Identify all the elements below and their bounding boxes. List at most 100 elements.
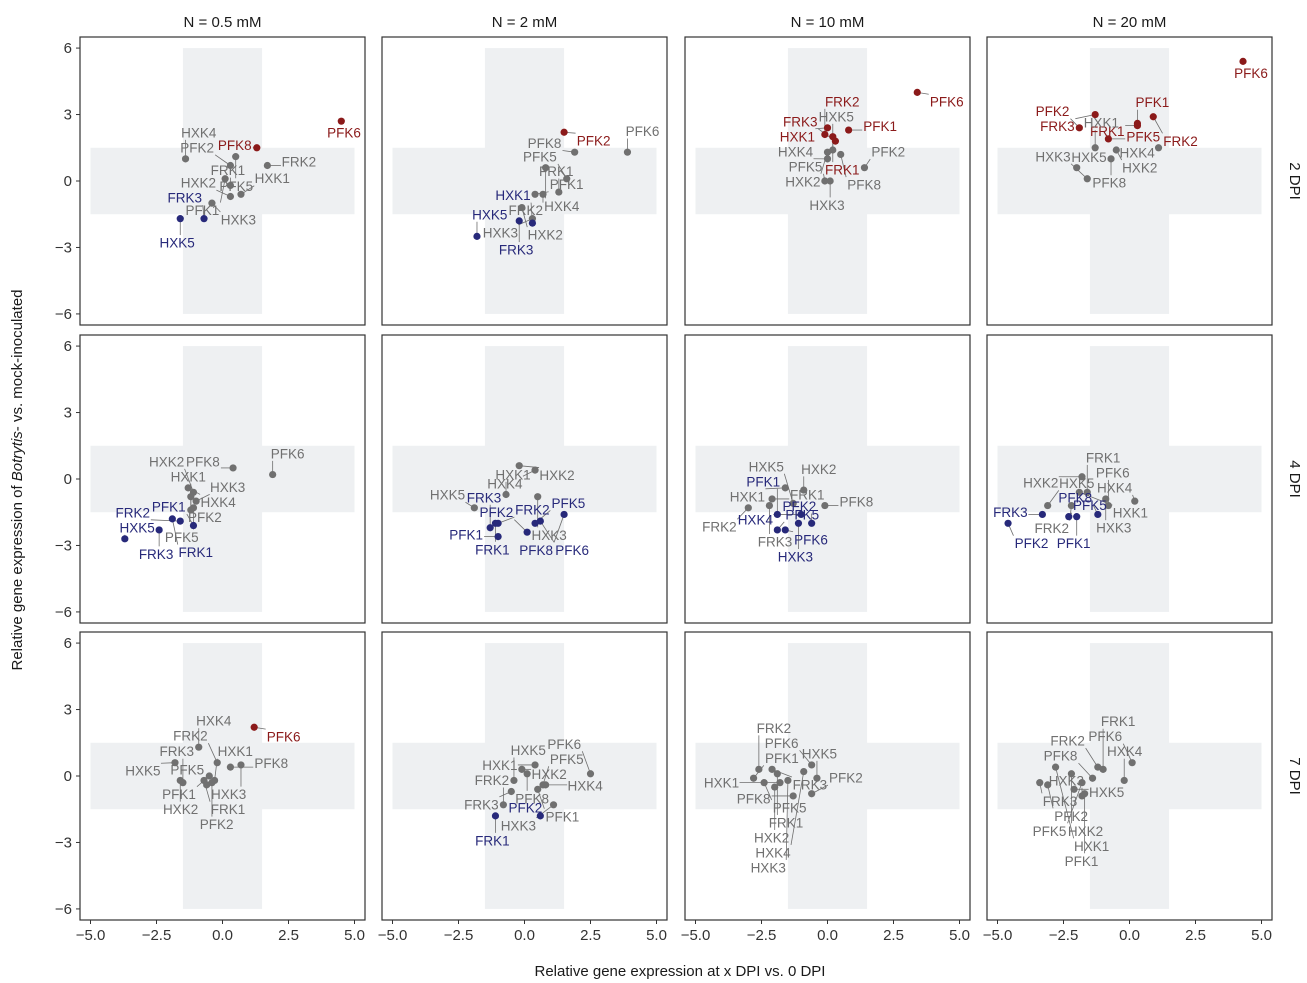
point-label: PFK5: [1073, 498, 1107, 513]
point-label: PFK8: [519, 543, 553, 558]
point-label: HXK2: [1122, 161, 1157, 176]
point-label: HXK4: [487, 477, 523, 492]
data-point: [226, 192, 235, 201]
label-leader-line: [581, 751, 591, 774]
point-label: PFK1: [152, 500, 186, 515]
data-point: [773, 510, 781, 519]
data-point: [781, 526, 789, 534]
data-point: [534, 493, 542, 501]
point-label: PFK1: [1065, 854, 1099, 869]
point-label: HXK3: [483, 225, 518, 240]
data-point: [1073, 164, 1081, 172]
data-point: [1078, 473, 1086, 481]
label-leader-line: [553, 514, 565, 543]
point-label: PFK1: [863, 119, 897, 134]
x-tick-label: −2.5: [142, 927, 172, 944]
point-label: HXK4: [196, 714, 232, 729]
point-label: FRK3: [993, 505, 1028, 520]
point-label: PFK8: [515, 791, 549, 806]
data-point: [800, 486, 808, 494]
data-point: [1044, 501, 1052, 510]
data-point: [491, 812, 500, 820]
data-point: [226, 763, 235, 771]
point-label: HXK5: [160, 236, 195, 251]
point-label: PFK2: [188, 510, 222, 525]
panel-frame: [684, 36, 971, 326]
data-point: [1091, 110, 1099, 119]
data-point: [560, 128, 568, 136]
point-label: PFK6: [555, 543, 589, 558]
data-point: [1149, 113, 1157, 121]
point-label: HXK5: [749, 459, 784, 474]
point-label: HXK3: [1035, 149, 1070, 164]
y-tick-label: 3: [64, 107, 72, 124]
point-label: PFK2: [180, 140, 214, 155]
data-point: [571, 148, 579, 156]
point-label: FRK2: [509, 203, 544, 218]
label-leader-line: [840, 154, 847, 178]
data-point: [263, 161, 271, 170]
data-point: [221, 175, 229, 183]
point-label: HXK1: [780, 129, 815, 144]
data-point: [800, 767, 808, 776]
point-label: FRK3: [499, 243, 534, 258]
column-strip-label: N = 10 mM: [791, 14, 865, 31]
data-point: [187, 506, 195, 514]
data-point: [523, 770, 531, 778]
data-point: [1065, 513, 1073, 521]
axes: −5.0 −5.0 −5.0 −5.0 −2.5 −2.5 −2.5 −2.5 0.0 0.0 0.…: [55, 40, 1272, 944]
x-tick-label: −5.0: [681, 927, 711, 944]
point-label: HXK3: [751, 860, 786, 875]
y-tick-label: 3: [64, 702, 72, 719]
x-tick-label: 0.0: [514, 927, 535, 944]
point-label: PFK1: [765, 751, 799, 766]
data-point: [563, 175, 571, 183]
y-tick-label: −6: [55, 306, 72, 323]
label-leader-line: [184, 468, 194, 493]
point-label: HXK2: [528, 228, 563, 243]
data-point: [502, 490, 510, 499]
data-point: [195, 743, 203, 751]
label-leader-line: [150, 519, 181, 522]
point-label: PFK5: [219, 179, 253, 194]
point-label: FRK3: [464, 797, 499, 812]
data-point: [1078, 779, 1086, 787]
point-label: PFK6: [1088, 729, 1122, 744]
data-point: [1073, 513, 1081, 521]
data-point: [176, 517, 184, 525]
label-leader-line: [540, 520, 555, 543]
point-label: HXK1: [1113, 506, 1148, 521]
data-point: [470, 504, 478, 512]
data-point: [1004, 519, 1012, 527]
point-label: FRK3: [783, 114, 818, 129]
point-label: HXK2: [531, 767, 566, 782]
x-tick-label: 0.0: [817, 927, 838, 944]
point-label: HXK1: [218, 744, 253, 759]
point-label: FRK3: [1043, 794, 1078, 809]
point-labels: PFK6PFK8HXK4PFK5PFK2FRK2PFK1FRK1HXK3HXK2…: [116, 66, 1268, 876]
data-point: [768, 495, 776, 503]
y-axis-title-italic-part: Botrytis: [9, 431, 26, 482]
data-point: [837, 150, 845, 159]
data-point: [784, 776, 792, 785]
data-point: [808, 761, 816, 769]
point-label: HXK5: [511, 743, 546, 758]
data-point: [531, 761, 539, 769]
point-label: FRK1: [1090, 124, 1125, 139]
data-point: [1094, 510, 1102, 519]
point-label: FRK1: [1086, 450, 1121, 465]
point-label: PFK2: [1036, 104, 1070, 119]
data-point: [250, 723, 258, 731]
data-point: [253, 144, 261, 152]
data-point: [518, 203, 526, 212]
point-label: HXK2: [163, 802, 198, 817]
data-point: [813, 774, 821, 782]
x-axis-title: Relative gene expression at x DPI vs. 0 …: [535, 963, 826, 980]
data-point: [155, 526, 163, 534]
point-label: PFK1: [186, 203, 220, 218]
point-label: FRK2: [702, 520, 737, 535]
horizontal-threshold-band: [392, 147, 657, 215]
point-label: PFK8: [847, 178, 881, 193]
point-label: FRK1: [178, 545, 213, 560]
data-point: [121, 535, 129, 543]
